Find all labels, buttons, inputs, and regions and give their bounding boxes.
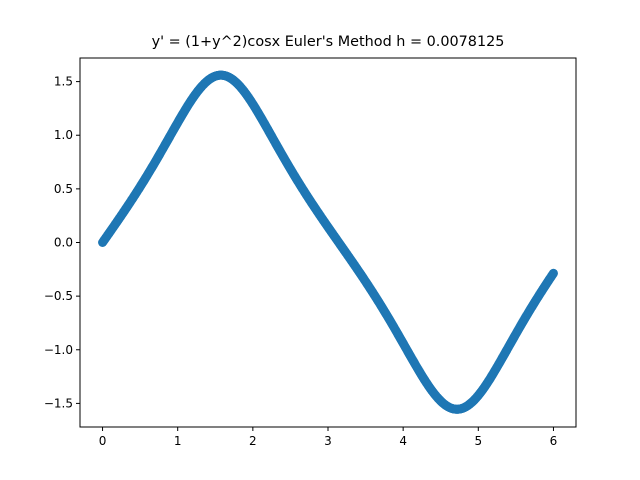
chart-title: y' = (1+y^2)cosx Euler's Method h = 0.00… xyxy=(151,34,505,50)
x-tick-label: 6 xyxy=(550,434,558,448)
y-tick-label: −0.5 xyxy=(44,289,73,303)
scatter-point xyxy=(548,268,558,278)
y-tick-label: 1.5 xyxy=(54,75,73,89)
y-tick-label: 0.0 xyxy=(54,236,73,250)
y-tick-label: 0.5 xyxy=(54,182,73,196)
x-axis: 0 1 2 3 4 5 6 xyxy=(99,427,558,448)
x-tick-label: 0 xyxy=(99,434,107,448)
x-tick-label: 2 xyxy=(249,434,257,448)
y-tick-label: 1.0 xyxy=(54,128,73,142)
x-tick-label: 5 xyxy=(474,434,482,448)
y-axis: −1.5 −1.0 −0.5 0.0 0.5 1.0 1.5 xyxy=(44,75,80,410)
y-tick-label: −1.0 xyxy=(44,343,73,357)
y-tick-label: −1.5 xyxy=(44,396,73,410)
x-tick-label: 4 xyxy=(399,434,407,448)
x-tick-label: 3 xyxy=(324,434,332,448)
scatter-points xyxy=(98,70,558,414)
x-tick-label: 1 xyxy=(174,434,182,448)
plot-frame xyxy=(79,57,577,428)
